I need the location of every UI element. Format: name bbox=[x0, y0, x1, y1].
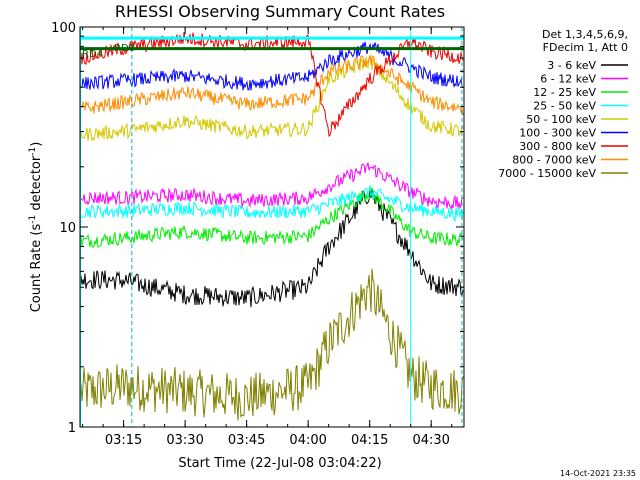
series-line-9 bbox=[80, 268, 464, 421]
series-line-1 bbox=[80, 186, 464, 308]
y-tick-label: 10 bbox=[59, 221, 76, 236]
y-axis-label: Count Rate (s-1 detector-1) bbox=[28, 142, 44, 313]
legend-label-7: 300 - 800 keV bbox=[519, 140, 596, 153]
annotation-rd0: RD0 bbox=[114, 43, 135, 54]
series-line-3 bbox=[80, 187, 464, 249]
series-line-5 bbox=[80, 54, 464, 143]
legend-label-6: 100 - 300 keV bbox=[519, 127, 596, 140]
legend-header-line-1: Det 1,3,4,5,6,9, bbox=[542, 28, 628, 41]
legend: Det 1,3,4,5,6,9, FDecim 1, Att 0 3 - 6 k… bbox=[498, 28, 628, 180]
legend-label-1: 3 - 6 keV bbox=[547, 59, 596, 72]
x-tick-label: 04:30 bbox=[412, 433, 449, 448]
legend-label-2: 6 - 12 keV bbox=[540, 73, 596, 86]
series-line-2 bbox=[80, 162, 464, 210]
x-tick-label: 03:45 bbox=[228, 433, 265, 448]
x-axis-ticks: 03:15 03:30 03:45 04:00 04:15 04:30 bbox=[82, 27, 453, 448]
series-line-4 bbox=[80, 185, 464, 223]
x-tick-label: 03:15 bbox=[105, 433, 142, 448]
series-line-6 bbox=[80, 41, 464, 91]
legend-label-4: 25 - 50 keV bbox=[533, 100, 596, 113]
y-tick-label: 1 bbox=[68, 421, 76, 436]
legend-label-5: 50 - 100 keV bbox=[526, 113, 596, 126]
chart-title: RHESSI Observing Summary Count Rates bbox=[115, 2, 445, 21]
x-tick-label: 04:15 bbox=[351, 433, 388, 448]
legend-label-8: 800 - 7000 keV bbox=[512, 154, 596, 167]
legend-label-3: 12 - 25 keV bbox=[533, 86, 596, 99]
legend-header-line-2: FDecim 1, Att 0 bbox=[543, 41, 628, 54]
series-layer bbox=[80, 32, 464, 421]
footer-date: 14-Oct-2021 23:35 bbox=[560, 469, 636, 478]
x-tick-label: 04:00 bbox=[289, 433, 326, 448]
y-axis-ticks: 1 10 100 bbox=[51, 21, 464, 436]
x-tick-label: 03:30 bbox=[166, 433, 203, 448]
annotation-rd4: RD4 bbox=[82, 49, 103, 60]
legend-label-9: 7000 - 15000 keV bbox=[498, 167, 596, 180]
y-tick-label: 100 bbox=[51, 21, 76, 36]
x-axis-label: Start Time (22-Jul-08 03:04:22) bbox=[178, 456, 381, 471]
series-line-8 bbox=[80, 55, 464, 116]
